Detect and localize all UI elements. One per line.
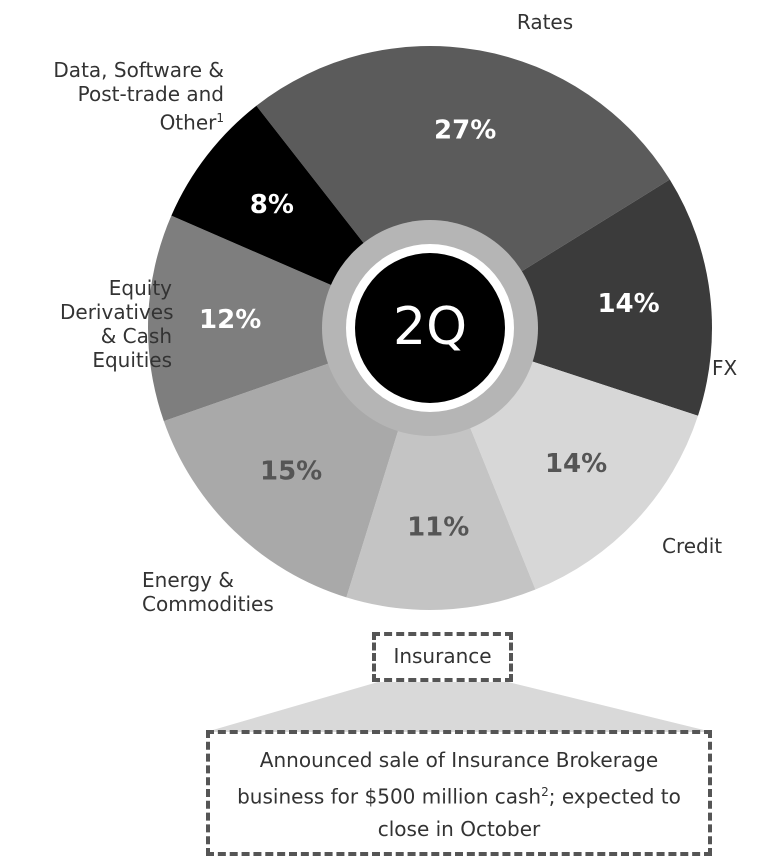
value-label: 12% <box>199 305 261 335</box>
value-label: 27% <box>434 116 496 146</box>
value-label: 14% <box>597 289 659 319</box>
note: Announced sale of Insurance Brokerage bu… <box>216 744 702 845</box>
center-disc <box>355 253 505 403</box>
pie-slice <box>148 215 430 422</box>
pie-slice <box>256 45 670 328</box>
note-text: Announced sale of Insurance Brokerage bu… <box>237 748 659 809</box>
value-label: 8% <box>250 190 294 220</box>
footnote-mark: 1 <box>216 111 224 125</box>
note-box <box>206 730 712 856</box>
category-text: Data, Software & Post-trade and Other <box>53 58 224 135</box>
value-label: 14% <box>545 449 607 479</box>
category-label: Credit <box>662 534 762 558</box>
category-label: Energy & Commodities <box>142 568 312 616</box>
category-text: FX <box>712 356 738 380</box>
center-label: 2Q <box>393 297 467 357</box>
pie-slice <box>346 328 536 610</box>
category-text: Energy & Commodities <box>142 568 274 616</box>
category-label: Equity Derivatives & Cash Equities <box>60 276 174 372</box>
category-label: Rates <box>460 10 630 34</box>
category-text: Equity Derivatives & Cash Equities <box>60 276 174 372</box>
note-footnote: 2 <box>541 785 549 799</box>
value-label: 11% <box>407 512 469 542</box>
value-label: 15% <box>260 456 322 486</box>
category-text: Rates <box>516 10 574 34</box>
category-label: FX <box>712 356 772 380</box>
category-label: Data, Software & Post-trade and Other1 <box>47 58 224 135</box>
insurance-callout-label: Insurance <box>393 644 492 668</box>
callout-connector <box>206 682 712 732</box>
note-text: ; expected to close in October <box>377 784 681 841</box>
pie-slice <box>430 179 712 416</box>
insurance-box <box>372 632 513 682</box>
category-text: Credit <box>662 534 723 558</box>
